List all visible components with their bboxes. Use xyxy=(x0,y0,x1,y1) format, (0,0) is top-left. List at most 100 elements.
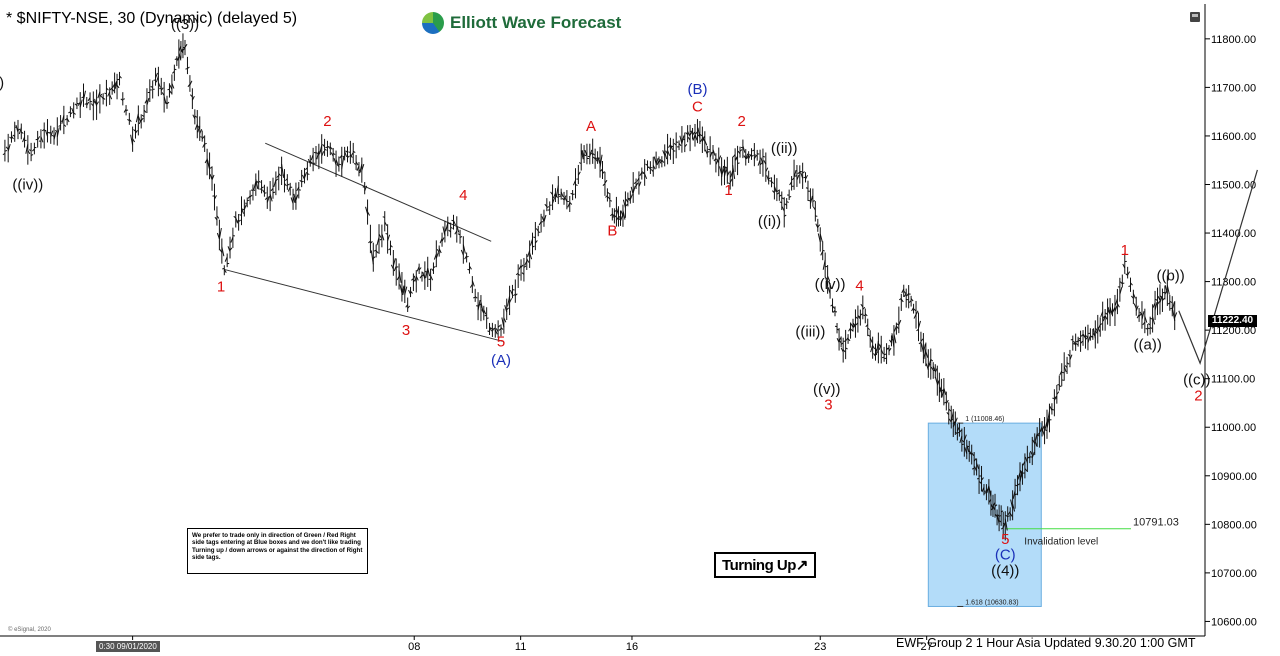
wave-label: 5 xyxy=(497,334,505,351)
price-bar-close xyxy=(669,144,673,150)
price-bar-open xyxy=(760,157,764,165)
price-bar-open xyxy=(276,175,280,178)
price-bar-close xyxy=(732,165,736,180)
price-bar-open xyxy=(144,99,148,104)
price-bar-close xyxy=(687,131,691,137)
price-bar-open xyxy=(817,233,821,243)
price-bar-open xyxy=(481,309,485,314)
wave-label: B xyxy=(607,222,617,239)
price-bar-close xyxy=(546,206,550,209)
price-bar-close xyxy=(922,343,926,353)
price-bar-close xyxy=(1031,451,1035,458)
price-bar-open xyxy=(460,249,464,256)
price-bar-open xyxy=(1160,295,1163,300)
price-bar-open xyxy=(918,341,922,345)
price-bar-close xyxy=(4,150,8,152)
price-bar-open xyxy=(1029,450,1033,456)
price-bar-close xyxy=(137,115,141,122)
price-bar-close xyxy=(779,194,782,197)
price-bar-open xyxy=(558,195,562,198)
price-bar-open xyxy=(832,309,836,313)
turning-up-badge: Turning Up↗ xyxy=(714,552,816,578)
price-bar-close xyxy=(66,118,70,123)
price-bar-close xyxy=(1094,330,1098,334)
wave-label: 5 xyxy=(1001,531,1009,548)
price-bar-open xyxy=(772,190,775,194)
price-bar-open xyxy=(653,156,657,165)
price-bar-open xyxy=(920,343,924,353)
price-bar-close xyxy=(258,180,261,183)
price-bar-open xyxy=(270,188,274,192)
price-bar-open xyxy=(448,229,451,233)
x-tick-label: 16 xyxy=(626,641,638,653)
price-bar-open xyxy=(176,56,180,62)
price-bar-close xyxy=(540,221,544,223)
price-bar-open xyxy=(955,431,958,435)
price-bar-close xyxy=(1116,303,1120,308)
wave-label: (C) xyxy=(995,546,1016,563)
price-bar-close xyxy=(638,181,642,187)
price-bar-close xyxy=(375,250,379,254)
price-bar-close xyxy=(689,131,693,136)
price-bar-close xyxy=(321,151,325,157)
window-icon[interactable] xyxy=(1190,12,1200,22)
price-bar-open xyxy=(445,222,449,232)
price-bar-close xyxy=(1044,428,1047,432)
price-bar-close xyxy=(805,174,808,180)
price-bar-open xyxy=(791,177,795,181)
wave-label: 1 xyxy=(1121,242,1129,259)
price-bar-close xyxy=(500,327,504,330)
price-bar-close xyxy=(1141,311,1145,320)
price-bar-close xyxy=(1087,336,1091,344)
price-bar-open xyxy=(22,136,26,143)
price-bar-close xyxy=(410,290,413,294)
price-bar-close xyxy=(699,133,703,137)
price-bar-open xyxy=(628,197,631,200)
price-bar-close xyxy=(415,276,419,281)
price-bar-open xyxy=(1122,263,1126,269)
price-bar-open xyxy=(1100,311,1104,318)
price-bar-close xyxy=(644,173,648,180)
price-bar-open xyxy=(256,180,260,184)
price-bar-open xyxy=(687,136,691,141)
price-bar-close xyxy=(284,183,287,187)
price-bar-open xyxy=(625,198,629,203)
price-bar-close xyxy=(718,155,722,161)
price-bar-open xyxy=(1080,334,1084,337)
price-bar-close xyxy=(883,353,887,356)
price-bar-close xyxy=(860,313,863,316)
price-bar-open xyxy=(419,274,423,279)
price-bar-open xyxy=(622,199,626,208)
wave-label: (B) xyxy=(687,81,707,98)
price-bar-close xyxy=(622,210,626,220)
price-bar-close xyxy=(109,94,113,100)
price-bar-close xyxy=(532,245,535,248)
price-bar-open xyxy=(855,322,859,326)
price-bar-close xyxy=(855,316,858,319)
price-bar-close xyxy=(862,306,866,310)
wave-label: ((3)) xyxy=(171,16,199,33)
price-bar-open xyxy=(382,216,385,218)
price-bar-open xyxy=(584,149,588,157)
price-bar-open xyxy=(822,259,826,270)
wave-label: ) xyxy=(0,74,4,91)
price-bar-close xyxy=(125,109,129,111)
price-bar-close xyxy=(309,161,313,164)
price-bar-open xyxy=(495,328,499,333)
price-bar-open xyxy=(219,249,223,253)
price-bar-close xyxy=(116,84,120,89)
price-bar-open xyxy=(487,330,490,333)
price-bar-close xyxy=(526,258,530,263)
price-bar-open xyxy=(130,134,134,146)
price-bar-close xyxy=(155,72,158,79)
price-bar-open xyxy=(368,240,371,244)
price-bar-close xyxy=(418,267,422,271)
x-tick-label: 23 xyxy=(814,641,826,653)
price-bar-close xyxy=(143,109,147,113)
price-bar-close xyxy=(729,178,733,183)
price-bar-open xyxy=(439,238,443,244)
price-bar-open xyxy=(100,95,104,99)
price-bar-close xyxy=(1037,434,1040,437)
price-bar-close xyxy=(191,95,195,101)
price-bar-open xyxy=(416,266,420,272)
